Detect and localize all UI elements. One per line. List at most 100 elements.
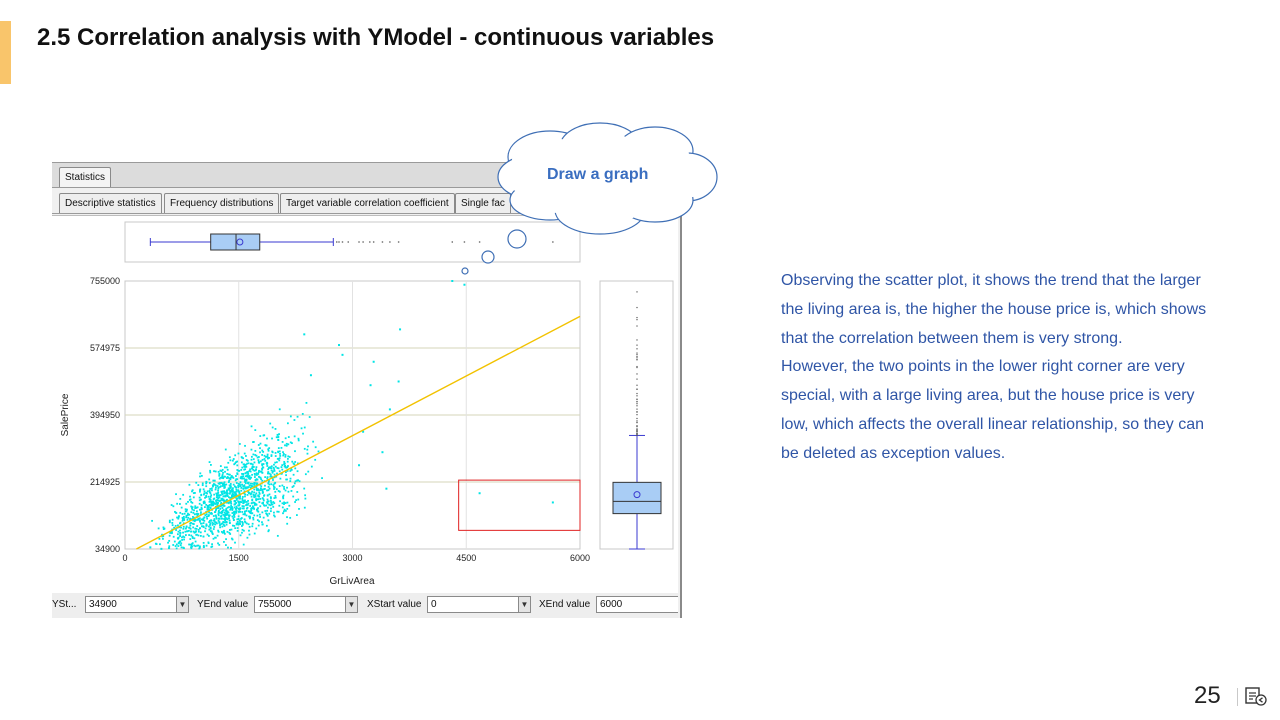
scatter-chart: 34900 214925 394950 574975 755000 0 1500 3000 45…: [60, 221, 674, 587]
data-point: [286, 507, 289, 510]
data-point: [198, 502, 201, 505]
data-point: [268, 512, 271, 515]
data-point: [196, 525, 199, 527]
x-tick-label: 6000: [570, 553, 590, 563]
data-point: [178, 503, 181, 505]
data-point: [199, 490, 201, 493]
ystart-dropdown-icon[interactable]: ▼: [176, 596, 189, 613]
slide-back-icon[interactable]: [1245, 686, 1267, 706]
tab-statistics[interactable]: Statistics: [59, 167, 112, 187]
observation-paragraph-1: Observing the scatter plot, it shows the…: [781, 272, 1207, 347]
data-point: [286, 457, 289, 460]
data-point: [235, 488, 238, 491]
data-point: [194, 506, 197, 509]
data-point: [255, 486, 258, 489]
data-point: [260, 487, 262, 490]
side-boxplot-outlier: [636, 421, 638, 424]
data-point: [252, 493, 255, 496]
data-point: [259, 497, 262, 500]
data-point: [274, 495, 277, 497]
data-point: [233, 525, 236, 527]
data-point: [179, 532, 181, 534]
data-point: [280, 466, 283, 469]
data-point: [220, 517, 223, 520]
data-point: [162, 526, 165, 529]
data-point: [270, 455, 273, 457]
data-point: [246, 507, 248, 510]
data-point: [256, 514, 259, 517]
data-point: [179, 497, 182, 500]
data-point: [253, 502, 256, 505]
data-point: [205, 482, 208, 485]
data-point: [206, 490, 209, 493]
data-point: [201, 518, 204, 521]
yend-dropdown-icon[interactable]: ▼: [345, 596, 358, 613]
data-point: [253, 514, 256, 517]
data-point: [284, 437, 287, 440]
data-point: [231, 509, 234, 511]
data-point: [196, 512, 199, 515]
data-point: [251, 512, 254, 515]
data-point: [196, 510, 198, 513]
data-point: [202, 546, 205, 549]
yend-input[interactable]: 755000: [254, 596, 346, 613]
data-point: [235, 523, 238, 526]
data-point: [260, 478, 263, 481]
data-point: [372, 360, 375, 363]
xstart-input[interactable]: 0: [427, 596, 519, 613]
data-point: [226, 491, 228, 494]
data-point: [245, 501, 248, 503]
data-point: [236, 529, 239, 532]
data-point: [225, 544, 227, 546]
data-point: [190, 544, 193, 547]
data-point: [358, 464, 361, 467]
data-point: [257, 461, 260, 464]
data-point: [232, 513, 235, 516]
data-point: [213, 502, 215, 505]
data-point: [239, 477, 242, 479]
data-point: [267, 485, 270, 488]
data-point: [261, 463, 263, 466]
data-point: [191, 490, 193, 493]
data-point: [221, 522, 224, 525]
data-point: [238, 503, 241, 506]
data-point: [294, 480, 297, 483]
data-point: [221, 473, 224, 476]
data-point: [253, 508, 256, 510]
observation-text: Observing the scatter plot, it shows the…: [781, 267, 1221, 469]
data-point: [252, 518, 255, 521]
data-point: [230, 489, 233, 491]
data-point: [245, 514, 248, 517]
data-point: [221, 507, 224, 509]
data-point: [219, 465, 222, 467]
data-point: [206, 492, 208, 495]
data-point: [188, 513, 191, 516]
data-point: [239, 485, 241, 487]
tab-target-variable-correlation[interactable]: Target variable correlation coefficient: [280, 193, 455, 213]
tab-frequency-distributions[interactable]: Frequency distributions: [164, 193, 280, 213]
data-point: [215, 508, 218, 511]
xend-input[interactable]: 6000: [596, 596, 678, 613]
y-tick-label: 755000: [90, 276, 120, 286]
data-point: [228, 456, 231, 459]
ystart-input[interactable]: 34900: [85, 596, 177, 613]
data-point: [180, 526, 182, 529]
tab-descriptive-statistics[interactable]: Descriptive statistics: [59, 193, 162, 213]
data-point: [223, 541, 225, 543]
data-point: [285, 444, 288, 447]
side-boxplot-outlier: [636, 291, 638, 293]
data-point: [220, 530, 223, 533]
data-point: [207, 535, 210, 537]
data-point: [222, 483, 224, 486]
data-point: [303, 506, 306, 509]
data-point: [217, 514, 220, 517]
data-point: [214, 514, 217, 517]
xstart-dropdown-icon[interactable]: ▼: [518, 596, 531, 613]
data-point: [270, 465, 273, 468]
data-point: [234, 486, 237, 488]
data-point: [184, 534, 187, 536]
data-point: [209, 530, 212, 532]
data-point: [268, 487, 271, 490]
data-point: [297, 439, 300, 442]
data-point: [220, 501, 223, 504]
